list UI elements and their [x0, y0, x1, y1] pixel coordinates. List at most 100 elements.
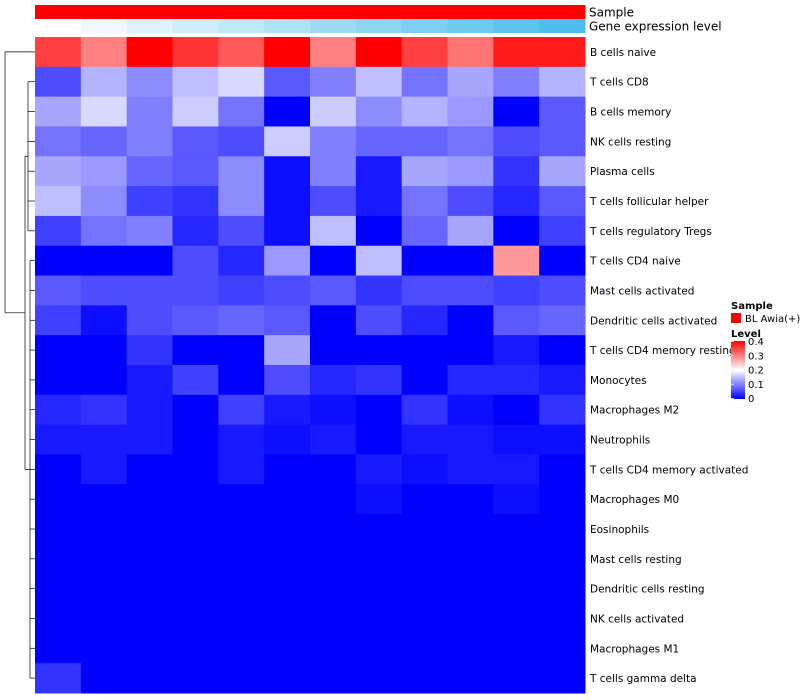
heatmap-cell: [80, 305, 128, 336]
heatmap-cell: [35, 245, 82, 277]
heatmap-cell: [447, 663, 494, 694]
heatmap-cell: [355, 633, 403, 664]
heatmap-cell: [218, 245, 265, 277]
heatmap-cell: [493, 335, 540, 366]
heatmap-cell: [447, 305, 494, 336]
heatmap-cell: [264, 305, 311, 336]
heatmap-cell: [172, 365, 219, 396]
heatmap-cell: [126, 663, 173, 694]
heatmap-cell: [218, 96, 265, 127]
heatmap-cell: [264, 484, 311, 515]
row-label: Mast cells resting: [590, 554, 682, 566]
heatmap-cell: [80, 245, 128, 277]
heatmap-cell: [310, 275, 357, 306]
heatmap-cell: [401, 37, 448, 68]
annotation-cell: [126, 19, 173, 33]
heatmap-cell: [264, 156, 311, 187]
heatmap-cell: [401, 126, 448, 157]
heatmap-cell: [126, 186, 173, 217]
heatmap-cell: [172, 156, 219, 187]
heatmap-cell: [539, 543, 586, 575]
heatmap-cell: [126, 335, 173, 366]
heatmap-cell: [80, 484, 128, 515]
heatmap-cell: [310, 424, 357, 455]
heatmap-cell: [218, 66, 265, 98]
annotation-cell: [539, 5, 586, 19]
annotation-cell: [401, 5, 448, 19]
heatmap-cell: [35, 484, 82, 515]
heatmap-cell: [172, 424, 219, 455]
heatmap-cell: [493, 305, 540, 336]
legend-sample-swatch: [731, 313, 741, 323]
legend-level-title: Level: [731, 329, 761, 340]
heatmap-cell: [493, 514, 540, 545]
heatmap-cell: [35, 454, 82, 485]
heatmap-cell: [355, 394, 403, 426]
heatmap-cell: [218, 394, 265, 426]
heatmap-cell: [172, 663, 219, 694]
heatmap-cell: [80, 454, 128, 485]
heatmap-cell: [35, 126, 82, 157]
row-label: NK cells resting: [590, 136, 671, 148]
heatmap-cell: [355, 96, 403, 127]
heatmap-cell: [539, 275, 586, 306]
row-label: NK cells activated: [590, 613, 684, 625]
heatmap-cell: [493, 573, 540, 605]
heatmap-cell: [401, 186, 448, 217]
heatmap-cell: [310, 126, 357, 157]
heatmap-cell: [80, 186, 128, 217]
heatmap-cell: [539, 514, 586, 545]
heatmap-cell: [310, 335, 357, 366]
heatmap-cell: [218, 573, 265, 605]
heatmap-cell: [539, 454, 586, 485]
heatmap-cell: [401, 96, 448, 127]
heatmap-cell: [493, 394, 540, 426]
heatmap-cell: [80, 394, 128, 426]
heatmap-cell: [126, 424, 173, 455]
heatmap-cell: [493, 365, 540, 396]
heatmap-cell: [401, 454, 448, 485]
heatmap-cell: [126, 633, 173, 664]
heatmap-cell: [447, 424, 494, 455]
heatmap-cell: [310, 305, 357, 336]
heatmap-cell: [126, 245, 173, 277]
heatmap-cell: [264, 96, 311, 127]
heatmap-cell: [493, 424, 540, 455]
heatmap-cell: [35, 573, 82, 605]
heatmap-cell: [264, 215, 311, 247]
heatmap-cell: [310, 663, 357, 694]
heatmap-cell: [310, 365, 357, 396]
heatmap-cell: [539, 215, 586, 247]
heatmap-cell: [172, 454, 219, 485]
annotation-cell: [172, 5, 219, 19]
heatmap-cell: [35, 543, 82, 575]
heatmap-cell: [401, 663, 448, 694]
heatmap-cell: [355, 335, 403, 366]
legend-level-colorbar: [731, 341, 745, 399]
heatmap-cell: [264, 365, 311, 396]
heatmap-cell: [35, 394, 82, 426]
row-labels: B cells naive T cells CD8 B cells memory NK…: [589, 47, 748, 685]
heatmap-cell: [80, 514, 128, 545]
row-label: T cells follicular helper: [589, 196, 709, 208]
heatmap-cell: [539, 126, 586, 157]
heatmap-cell: [264, 603, 311, 634]
row-label: Monocytes: [590, 375, 647, 387]
heatmap-cell: [539, 663, 586, 694]
heatmap-cell: [218, 186, 265, 217]
legend-tick-label: 0.1: [748, 380, 764, 391]
heatmap-cell: [447, 66, 494, 98]
heatmap-cell: [35, 186, 82, 217]
heatmap-cell: [447, 156, 494, 187]
heatmap-cell: [172, 633, 219, 664]
heatmap-cells: [35, 37, 586, 694]
heatmap-cell: [493, 663, 540, 694]
heatmap-cell: [401, 543, 448, 575]
heatmap-cell: [35, 335, 82, 366]
heatmap-cell: [218, 305, 265, 336]
legend-tick-label: 0.2: [748, 366, 764, 377]
heatmap-cell: [264, 514, 311, 545]
heatmap-cell: [310, 633, 357, 664]
row-label: T cells CD8: [589, 77, 649, 89]
heatmap-cell: [264, 663, 311, 694]
